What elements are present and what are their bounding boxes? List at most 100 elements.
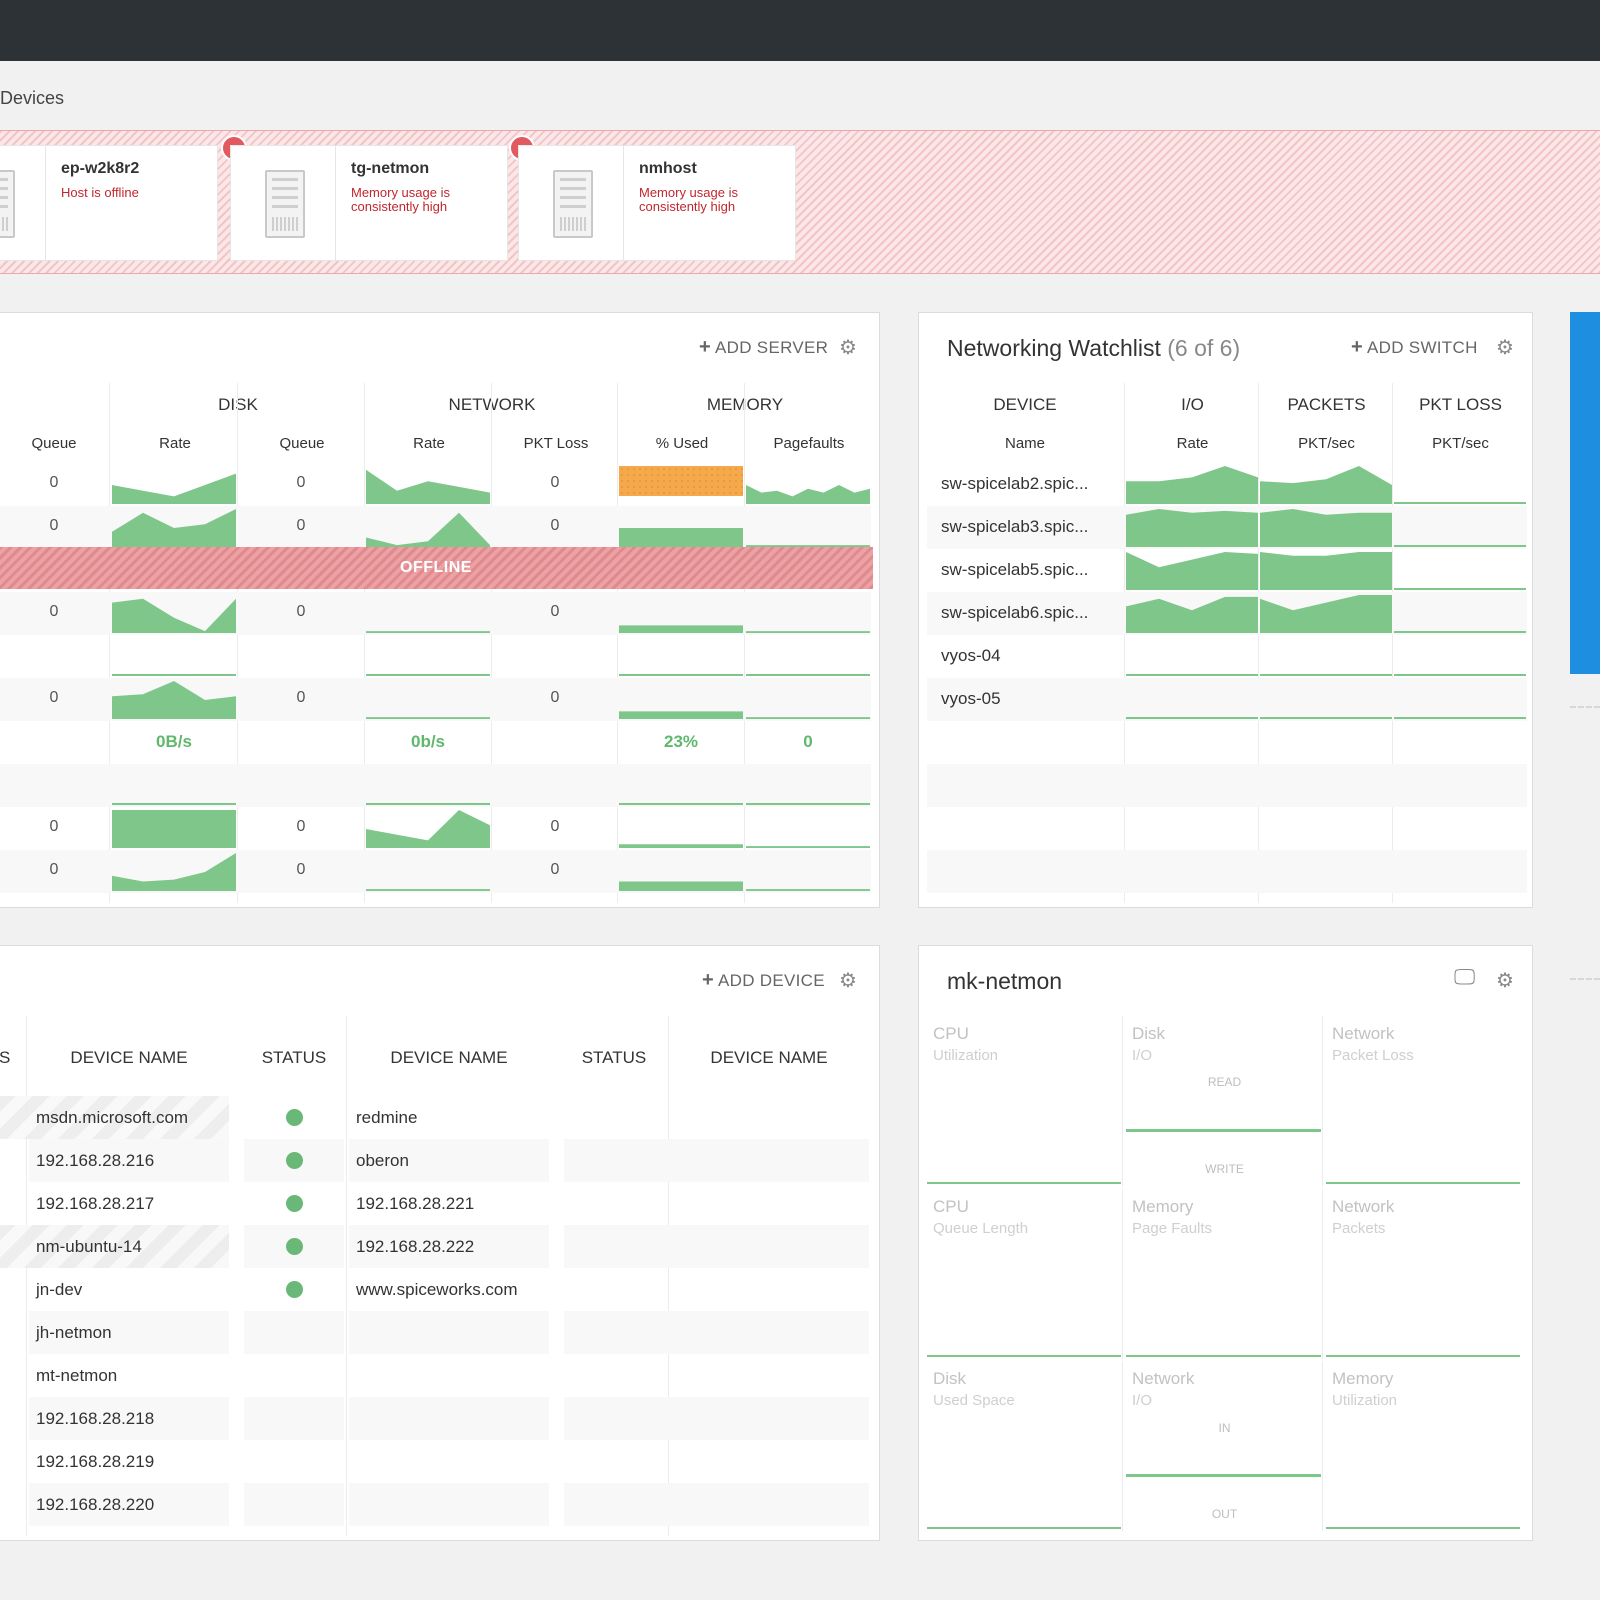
metric-tile-series-line: [1126, 1355, 1321, 1357]
device-link[interactable]: jh-netmon: [36, 1323, 112, 1342]
table-row-stripe: [349, 1139, 549, 1182]
alert-card[interactable]: nmhost Memory usage is consistently high: [518, 145, 796, 261]
column-header-name[interactable]: Name: [1004, 435, 1045, 452]
metric-tile[interactable]: Disk I/O READ WRITE: [1126, 1016, 1323, 1186]
plus-icon: +: [699, 336, 711, 358]
divider: [1570, 706, 1600, 708]
sparkline-baseline: [619, 803, 743, 805]
column-header-packets[interactable]: PKT/sec: [1298, 435, 1355, 452]
column-header-queue[interactable]: Queue: [31, 435, 77, 452]
add-server-button[interactable]: + ADD SERVER: [699, 336, 828, 359]
gear-icon[interactable]: ⚙: [839, 337, 857, 359]
column-header-device-name[interactable]: DEVICE NAME: [390, 1048, 508, 1067]
device-link[interactable]: msdn.microsoft.com: [36, 1108, 189, 1127]
network-group-header: NETWORK: [366, 395, 618, 415]
device-link[interactable]: 192.168.28.216: [36, 1151, 155, 1170]
device-link[interactable]: 192.168.28.222: [356, 1237, 475, 1256]
device-link[interactable]: 192.168.28.219: [36, 1452, 155, 1471]
column-header-device-name[interactable]: DEVICE NAME: [70, 1048, 188, 1067]
metric-tile[interactable]: Memory Page Faults: [1126, 1189, 1323, 1359]
device-link[interactable]: 192.168.28.217: [36, 1194, 155, 1213]
sparkline-chart: [112, 509, 236, 547]
total-network-rate: 0b/s: [410, 732, 446, 751]
sparkline-chart: [112, 853, 236, 891]
alert-device-name[interactable]: tg-netmon: [351, 160, 430, 177]
column-header-pagefaults[interactable]: Pagefaults: [773, 435, 845, 452]
metric-tile[interactable]: Memory Utilization: [1326, 1361, 1522, 1531]
switch-device-link[interactable]: sw-spicelab5.spic...: [941, 560, 1089, 579]
metric-tile-series-line: [927, 1182, 1121, 1184]
monitor-icon[interactable]: 🖵: [1454, 964, 1476, 989]
metric-tile[interactable]: Network Packet Loss: [1326, 1016, 1522, 1186]
gear-icon[interactable]: ⚙: [1496, 337, 1514, 359]
switch-device-link[interactable]: sw-spicelab3.spic...: [941, 517, 1089, 536]
row-highlight: [0, 1096, 229, 1139]
column-header-disk-rate[interactable]: Rate: [159, 435, 191, 452]
device-link[interactable]: mt-netmon: [36, 1366, 118, 1385]
switch-device-link[interactable]: sw-spicelab2.spic...: [941, 474, 1089, 493]
column-header-pkt-loss-sec[interactable]: PKT/sec: [1432, 435, 1489, 452]
switch-device-link[interactable]: sw-spicelab6.spic...: [941, 603, 1089, 622]
metric-value: 0: [49, 861, 59, 878]
column-header-device-name[interactable]: DEVICE NAME: [710, 1048, 828, 1067]
sparkline-chart: [1126, 509, 1258, 547]
sparkline-chart: [619, 711, 743, 719]
device-link[interactable]: nm-ubuntu-14: [36, 1237, 142, 1256]
metric-value: 0: [550, 861, 560, 878]
sparkline-baseline: [1394, 502, 1526, 504]
switch-device-link[interactable]: vyos-05: [941, 689, 1001, 708]
add-switch-button[interactable]: + ADD SWITCH: [1351, 336, 1478, 359]
alert-card[interactable]: tg-netmon Memory usage is consistently h…: [230, 145, 508, 261]
metric-tile[interactable]: CPU Utilization: [927, 1016, 1123, 1186]
metric-tile[interactable]: Disk Used Space: [927, 1361, 1123, 1531]
device-link[interactable]: oberon: [356, 1151, 409, 1170]
host-panel-title: mk-netmon: [947, 968, 1063, 994]
column-header-network-rate[interactable]: Rate: [413, 435, 445, 452]
device-link[interactable]: redmine: [356, 1108, 418, 1127]
side-widget[interactable]: [1570, 312, 1600, 674]
gear-icon[interactable]: ⚙: [1496, 970, 1514, 992]
alert-device-name[interactable]: ep-w2k8r2: [61, 160, 140, 177]
column-divider: [668, 1016, 669, 1536]
sparkline-chart: [366, 512, 490, 547]
metric-tile[interactable]: Network I/O IN OUT: [1126, 1361, 1323, 1531]
column-header-status[interactable]: STATUS: [581, 1048, 647, 1067]
column-header-pct-used[interactable]: % Used: [655, 435, 709, 452]
metric-value: 0: [49, 517, 59, 534]
metric-value: 0: [550, 474, 560, 491]
column-header-io-rate[interactable]: Rate: [1176, 435, 1209, 452]
metric-tile-sublabel: Utilization: [933, 1047, 999, 1064]
device-link[interactable]: www.spiceworks.com: [356, 1280, 518, 1299]
table-row-stripe: [564, 1483, 869, 1526]
metric-tile-sublabel: Page Faults: [1132, 1220, 1213, 1237]
sparkline-chart: [619, 528, 743, 547]
column-header-pkt-loss[interactable]: PKT Loss: [523, 435, 589, 452]
device-link[interactable]: jn-dev: [36, 1280, 83, 1299]
metric-tile[interactable]: CPU Queue Length: [927, 1189, 1123, 1359]
metric-value: 0: [296, 517, 306, 534]
sparkline-baseline: [366, 803, 490, 805]
metric-tile-sublabel: I/O: [1132, 1047, 1153, 1064]
device-link[interactable]: 192.168.28.221: [356, 1194, 475, 1213]
add-device-button[interactable]: + ADD DEVICE: [702, 969, 825, 992]
networking-watchlist-panel: Networking Watchlist (6 of 6) + ADD SWITC…: [918, 312, 1533, 908]
device-link[interactable]: 192.168.28.218: [36, 1409, 155, 1428]
column-header-disk-queue[interactable]: Queue: [279, 435, 325, 452]
device-link[interactable]: 192.168.28.220: [36, 1495, 155, 1514]
alerts-strip: ep-w2k8r2 Host is offline 1 tg-netmon Me…: [0, 130, 1600, 274]
switch-device-link[interactable]: vyos-04: [941, 646, 1001, 665]
alert-card[interactable]: ep-w2k8r2 Host is offline: [0, 145, 218, 261]
gear-icon[interactable]: ⚙: [839, 970, 857, 992]
metric-value: 0: [296, 818, 306, 835]
breadcrumb[interactable]: Devices: [0, 88, 65, 108]
pkt-loss-group-header: PKT LOSS: [1419, 395, 1502, 414]
column-divider: [1124, 383, 1125, 903]
add-server-label: ADD SERVER: [714, 338, 829, 357]
alert-device-name[interactable]: nmhost: [639, 160, 697, 177]
sparkline-chart: [366, 717, 490, 719]
metric-tile[interactable]: Network Packets: [1326, 1189, 1522, 1359]
column-header-status[interactable]: STATUS: [261, 1048, 327, 1067]
status-ok-indicator: [286, 1281, 303, 1298]
add-switch-label: ADD SWITCH: [1366, 338, 1478, 357]
sparkline-chart: [112, 598, 236, 633]
